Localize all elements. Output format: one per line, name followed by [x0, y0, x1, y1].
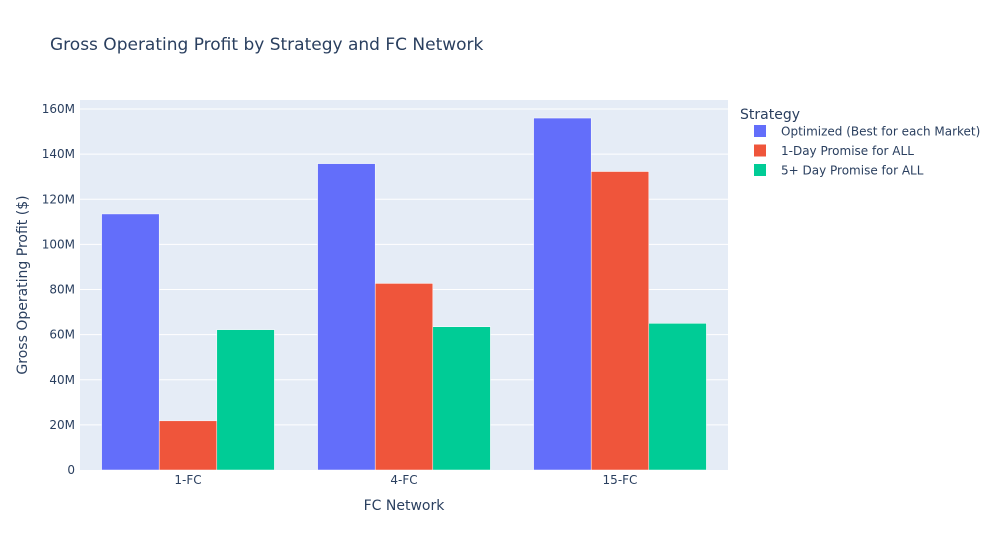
y-tick-label: 40M	[49, 373, 75, 387]
y-tick-label: 100M	[42, 237, 75, 251]
y-tick-label: 160M	[42, 102, 75, 116]
legend-label: 1-Day Promise for ALL	[781, 144, 914, 158]
x-axis-title: FC Network	[364, 498, 446, 514]
legend-title: Strategy	[740, 107, 800, 123]
legend-item[interactable]: Optimized (Best for each Market)	[754, 125, 980, 139]
chart-title: Gross Operating Profit by Strategy and F…	[50, 35, 484, 55]
x-tick-label: 4-FC	[390, 473, 417, 487]
bars	[101, 117, 707, 471]
y-tick-label: 0	[67, 463, 75, 477]
legend-item[interactable]: 1-Day Promise for ALL	[754, 144, 914, 158]
bar-1-FC-series-2[interactable]	[158, 420, 218, 471]
bar-15-FC-series-2[interactable]	[590, 171, 650, 471]
legend-label: Optimized (Best for each Market)	[781, 125, 980, 139]
bar-4-FC-series-3[interactable]	[432, 326, 491, 471]
legend-swatch	[754, 164, 766, 176]
bar-4-FC-series-2[interactable]	[374, 283, 434, 471]
legend: Strategy Optimized (Best for each Market…	[740, 107, 980, 178]
y-tick-label: 120M	[42, 192, 75, 206]
x-tick-label: 15-FC	[603, 473, 638, 487]
legend-label: 5+ Day Promise for ALL	[781, 164, 924, 178]
legend-item[interactable]: 5+ Day Promise for ALL	[754, 164, 924, 178]
bar-1-FC-series-3[interactable]	[216, 329, 275, 471]
legend-swatch	[754, 125, 766, 137]
y-tick-label: 20M	[49, 418, 75, 432]
bar-4-FC-series-1[interactable]	[317, 163, 376, 471]
legend-swatch	[754, 144, 766, 157]
x-tick-labels: 1-FC 4-FC 15-FC	[174, 473, 637, 487]
bar-1-FC-series-1[interactable]	[101, 213, 160, 471]
y-tick-label: 140M	[42, 147, 75, 161]
y-tick-label: 60M	[49, 328, 75, 342]
bar-15-FC-series-1[interactable]	[533, 117, 592, 471]
y-axis-title: Gross Operating Profit ($)	[15, 195, 31, 374]
y-tick-labels: 0 20M 40M 60M 80M 100M 120M 140M 160M	[42, 102, 75, 477]
x-tick-label: 1-FC	[174, 473, 201, 487]
y-tick-label: 80M	[49, 283, 75, 297]
bar-15-FC-series-3[interactable]	[648, 323, 707, 471]
